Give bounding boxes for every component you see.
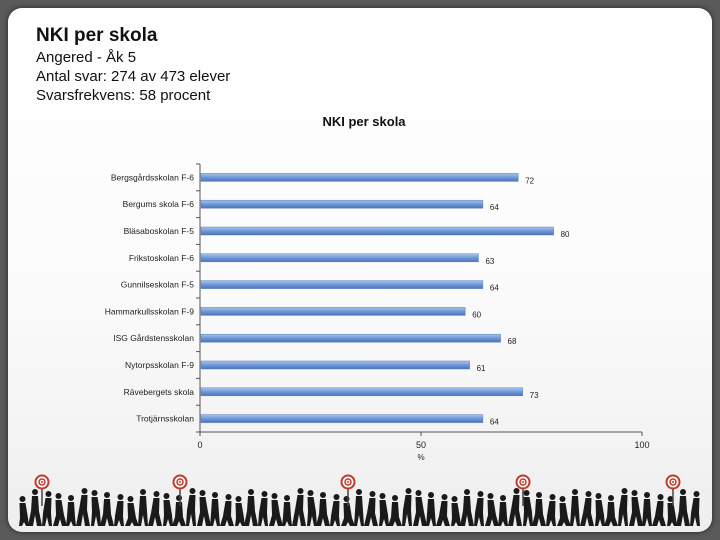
category-label: Bläsaboskolan F-5 xyxy=(124,226,195,236)
header: NKI per skola Angered - Åk 5 Antal svar:… xyxy=(36,24,230,105)
target-center xyxy=(41,481,43,483)
category-label: Gunnilseskolan F-5 xyxy=(121,280,195,290)
bar xyxy=(200,333,501,343)
data-label: 64 xyxy=(490,418,499,427)
data-label: 64 xyxy=(490,203,499,212)
category-label: Rävebergets skola xyxy=(124,387,195,397)
target-center xyxy=(522,481,524,483)
bar xyxy=(200,173,519,182)
data-label: 68 xyxy=(508,337,517,346)
category-label: ISG Gårdstensskolan xyxy=(113,333,194,343)
x-axis-label: % xyxy=(417,453,424,462)
category-label: Bergums skola F-6 xyxy=(123,199,195,209)
data-label: 72 xyxy=(525,176,534,185)
x-tick-label: 50 xyxy=(416,440,426,450)
target-center xyxy=(347,481,349,483)
target-center xyxy=(672,481,674,483)
target-center xyxy=(179,481,181,483)
data-label: 64 xyxy=(490,284,499,293)
bar xyxy=(200,414,484,423)
data-label: 80 xyxy=(561,230,570,239)
bar xyxy=(200,280,484,289)
data-label: 73 xyxy=(530,391,539,400)
category-label: Trotjärnsskolan xyxy=(136,414,194,424)
category-label: Bergsgårdsskolan F-6 xyxy=(111,172,194,182)
bar xyxy=(200,199,484,209)
bar-chart: NKI per skola Bergsgårdsskolan F-6 72 Bergu… xyxy=(105,114,650,462)
page-title: NKI per skola xyxy=(36,25,158,46)
category-label: Hammarkullsskolan F-9 xyxy=(105,306,195,316)
data-label: 60 xyxy=(472,310,481,319)
people-silhouettes-icon xyxy=(19,474,700,526)
bar xyxy=(200,226,554,236)
data-label: 63 xyxy=(485,257,494,266)
x-tick-label: 0 xyxy=(197,440,202,450)
response-count: Antal svar: 274 av 473 elever xyxy=(36,68,231,85)
slide: NKI per skola Angered - Åk 5 Antal svar:… xyxy=(8,8,712,532)
bar xyxy=(200,253,479,263)
bar xyxy=(200,360,470,370)
category-label: Frikstoskolan F-6 xyxy=(129,253,194,263)
bar xyxy=(200,387,523,397)
school-area-grade: Angered - Åk 5 xyxy=(36,49,137,66)
x-tick-label: 100 xyxy=(634,440,649,450)
category-label: Nytorpsskolan F-9 xyxy=(125,360,194,370)
chart-title: NKI per skola xyxy=(322,114,406,129)
data-label: 61 xyxy=(477,364,486,373)
response-rate: Svarsfrekvens: 58 procent xyxy=(36,87,211,104)
bar xyxy=(200,307,466,316)
